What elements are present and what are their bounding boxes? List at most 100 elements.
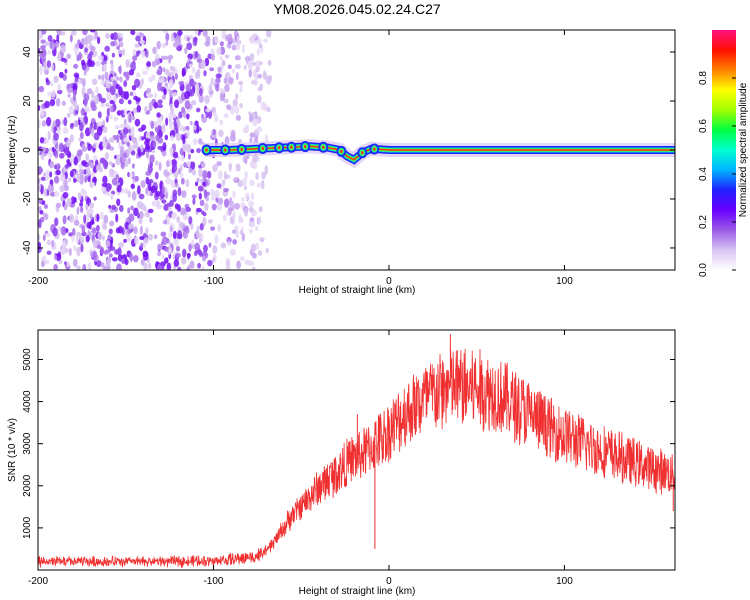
spectrogram-cell — [187, 264, 191, 270]
spectrogram-cell — [105, 191, 111, 196]
spectrogram-cell — [196, 58, 203, 63]
spectrogram-cell — [149, 154, 155, 163]
spectrogram-cell — [129, 62, 136, 70]
spectrogram-cell — [156, 251, 162, 257]
spectrogram-cell — [138, 218, 143, 225]
spectrogram-cell — [194, 242, 200, 252]
spectrogram-cell — [76, 246, 81, 257]
spectrogram-cell — [210, 77, 215, 86]
spectrogram-cell — [55, 253, 62, 262]
spectrogram-xtick-label: 0 — [386, 276, 392, 287]
spectrogram-cell — [224, 84, 230, 93]
spectrogram-cell — [84, 106, 91, 113]
spectrogram-cell — [115, 76, 120, 81]
spectrogram-cell — [235, 64, 241, 70]
spectrogram-cell — [142, 251, 149, 261]
spectrogram-cell — [81, 189, 88, 198]
spectrogram-cell — [42, 234, 46, 241]
spectrogram-cell — [81, 78, 86, 88]
spectrogram-cell — [258, 206, 263, 213]
spectrogram-cell — [249, 114, 253, 123]
spectrogram-cell — [206, 191, 210, 196]
spectrogram-cell — [93, 95, 100, 105]
spectrogram-cell — [235, 114, 241, 121]
spectrogram-cell — [118, 65, 122, 75]
spectrogram-cell — [196, 68, 201, 77]
spectrogram-cell — [154, 160, 159, 166]
spectrogram-cell — [38, 233, 41, 242]
spectrogram-cell — [175, 132, 181, 141]
spectrogram-cell — [218, 129, 224, 138]
spectrogram-blob-peak — [373, 147, 376, 151]
spectrogram-cell — [170, 135, 174, 142]
spectrogram-cell — [92, 143, 97, 149]
spectrogram-cell — [77, 149, 83, 157]
spectrogram-cell — [172, 163, 178, 173]
spectrogram-cell — [68, 232, 73, 237]
spectrogram-cell — [115, 213, 119, 223]
spectrogram-cell — [108, 161, 113, 166]
spectrogram-cell — [138, 193, 145, 200]
spectrogram-cell — [109, 245, 116, 252]
spectrogram-cell — [53, 126, 58, 132]
spectrogram-cell — [248, 68, 253, 78]
spectrogram-cell — [256, 182, 262, 188]
spectrogram-cell — [58, 71, 64, 79]
spectrogram-cell — [145, 131, 151, 141]
snr-ytick-label: 2000 — [22, 474, 33, 497]
spectrogram-cell — [161, 186, 165, 195]
spectrogram-cell — [214, 36, 219, 44]
spectrogram-cell — [157, 263, 162, 270]
spectrogram-cell — [191, 168, 197, 176]
spectrogram-cell — [145, 49, 149, 59]
spectrogram-xtick-label: -100 — [203, 276, 223, 287]
spectrogram-cell — [168, 79, 174, 89]
spectrogram-cell — [40, 176, 46, 181]
spectrogram-cell — [152, 46, 158, 55]
spectrogram-cell — [181, 153, 185, 162]
spectrogram-cell — [53, 264, 58, 270]
spectrogram-xtick-label: 100 — [556, 276, 573, 287]
spectrogram-cell — [69, 34, 73, 43]
spectrogram-cell — [130, 183, 136, 190]
spectrogram-cell — [70, 122, 75, 128]
spectrogram-blob-peak — [261, 146, 265, 151]
spectrogram-cell — [238, 138, 243, 144]
spectrogram-cell — [180, 177, 185, 185]
colorbar-tick-label: 0.2 — [698, 215, 709, 229]
spectrogram-cell — [160, 231, 167, 237]
spectrogram-cell — [44, 100, 51, 109]
spectrogram-cell — [107, 234, 112, 241]
spectrogram-cell — [85, 212, 90, 222]
spectrogram-cell — [128, 69, 135, 76]
spectrogram-cell — [189, 120, 193, 126]
spectrogram-cell — [52, 227, 58, 237]
spectrogram-cell — [214, 114, 219, 123]
spectrogram-cell — [118, 86, 123, 96]
spectrogram-cell — [175, 128, 179, 134]
spectrogram-cell — [131, 163, 135, 169]
spectrogram-cell — [72, 83, 78, 92]
spectrogram-cell — [201, 266, 205, 270]
spectrogram-cell — [119, 132, 124, 140]
snr-ylabel: SNR (10 * v/v) — [7, 418, 18, 482]
spectrogram-cell — [195, 181, 199, 187]
spectrogram-cell — [252, 80, 259, 86]
spectrogram-cell — [244, 124, 250, 134]
spectrogram-cell — [98, 141, 104, 151]
spectrogram-cell — [72, 228, 76, 237]
spectrogram-cell — [205, 195, 210, 202]
spectrogram-cell — [223, 113, 229, 119]
spectrogram-cell — [239, 84, 243, 93]
spectrogram-cell — [166, 216, 171, 226]
spectrogram-cell — [47, 130, 51, 141]
spectrogram-cell — [109, 105, 113, 112]
spectrogram-cell — [251, 252, 257, 259]
spectrogram-cell — [208, 83, 213, 93]
snr-xtick-label: -100 — [203, 576, 223, 587]
spectrogram-cell — [111, 177, 118, 186]
spectrogram-cell — [83, 97, 88, 107]
spectrogram-cell — [203, 70, 207, 77]
spectrogram-cell — [89, 30, 96, 33]
spectrogram-cell — [249, 137, 253, 143]
